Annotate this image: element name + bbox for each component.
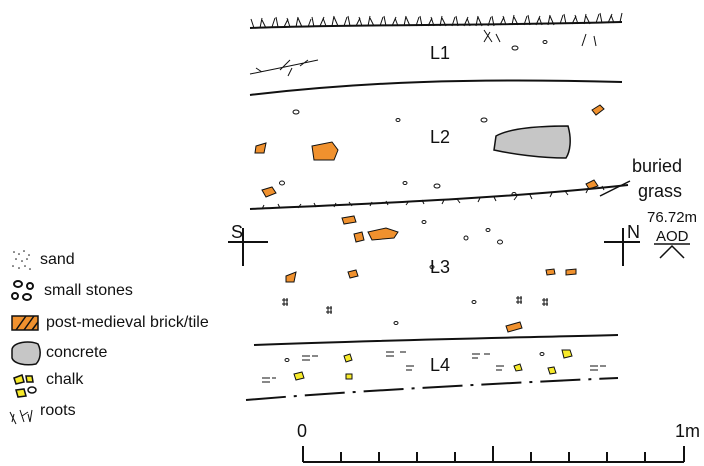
level-value: 76.72m: [647, 209, 698, 226]
grass-hatching: [250, 12, 623, 29]
layer-label-l2: L2: [430, 127, 451, 147]
brick-icon: [11, 315, 39, 331]
legend-label-roots: roots: [40, 402, 76, 419]
layer-label-l1: L1: [430, 43, 451, 63]
south-label: S: [231, 222, 244, 242]
datum-label: AOD: [656, 228, 689, 245]
buried-grass-pointer: [599, 180, 631, 197]
legend-label-small-stones: small stones: [44, 282, 133, 299]
scale-bar: [302, 446, 685, 463]
level-symbol: [654, 243, 690, 259]
l4-base-line: [245, 377, 619, 401]
legend-label-chalk: chalk: [46, 371, 84, 388]
scale-start-label: 0: [297, 421, 308, 441]
legend-label-brick: post-medieval brick/tile: [46, 314, 209, 331]
buried-grass-line: [249, 184, 629, 210]
chalk-fragments-l4: [293, 349, 573, 381]
roots-marks: [249, 29, 597, 77]
buried-label-line2: grass: [638, 181, 683, 201]
layer-label-l3: L3: [430, 257, 451, 277]
layer-label-l4: L4: [430, 355, 451, 375]
l3-l4-boundary: [253, 334, 619, 346]
brick-fragments-l2: [254, 104, 605, 198]
concrete-icon: [11, 341, 41, 366]
sand-icon: [12, 250, 31, 270]
l4-dashes: [262, 351, 606, 383]
north-marker: [604, 228, 640, 266]
l1-l2-boundary: [249, 79, 623, 96]
concrete-fragment: [493, 125, 571, 159]
chalk-icon: [13, 374, 37, 398]
roots-icon: [9, 409, 33, 425]
legend-label-sand: sand: [40, 251, 75, 268]
l3-hash-marks: [282, 296, 548, 314]
legend-label-concrete: concrete: [46, 344, 108, 361]
brick-fragments-l3: [285, 215, 577, 333]
scale-end-label: 1m: [675, 421, 701, 441]
south-marker: [228, 228, 268, 266]
small-stones-icon: [11, 280, 34, 301]
north-label: N: [627, 222, 640, 242]
buried-label-line1: buried: [632, 156, 683, 176]
